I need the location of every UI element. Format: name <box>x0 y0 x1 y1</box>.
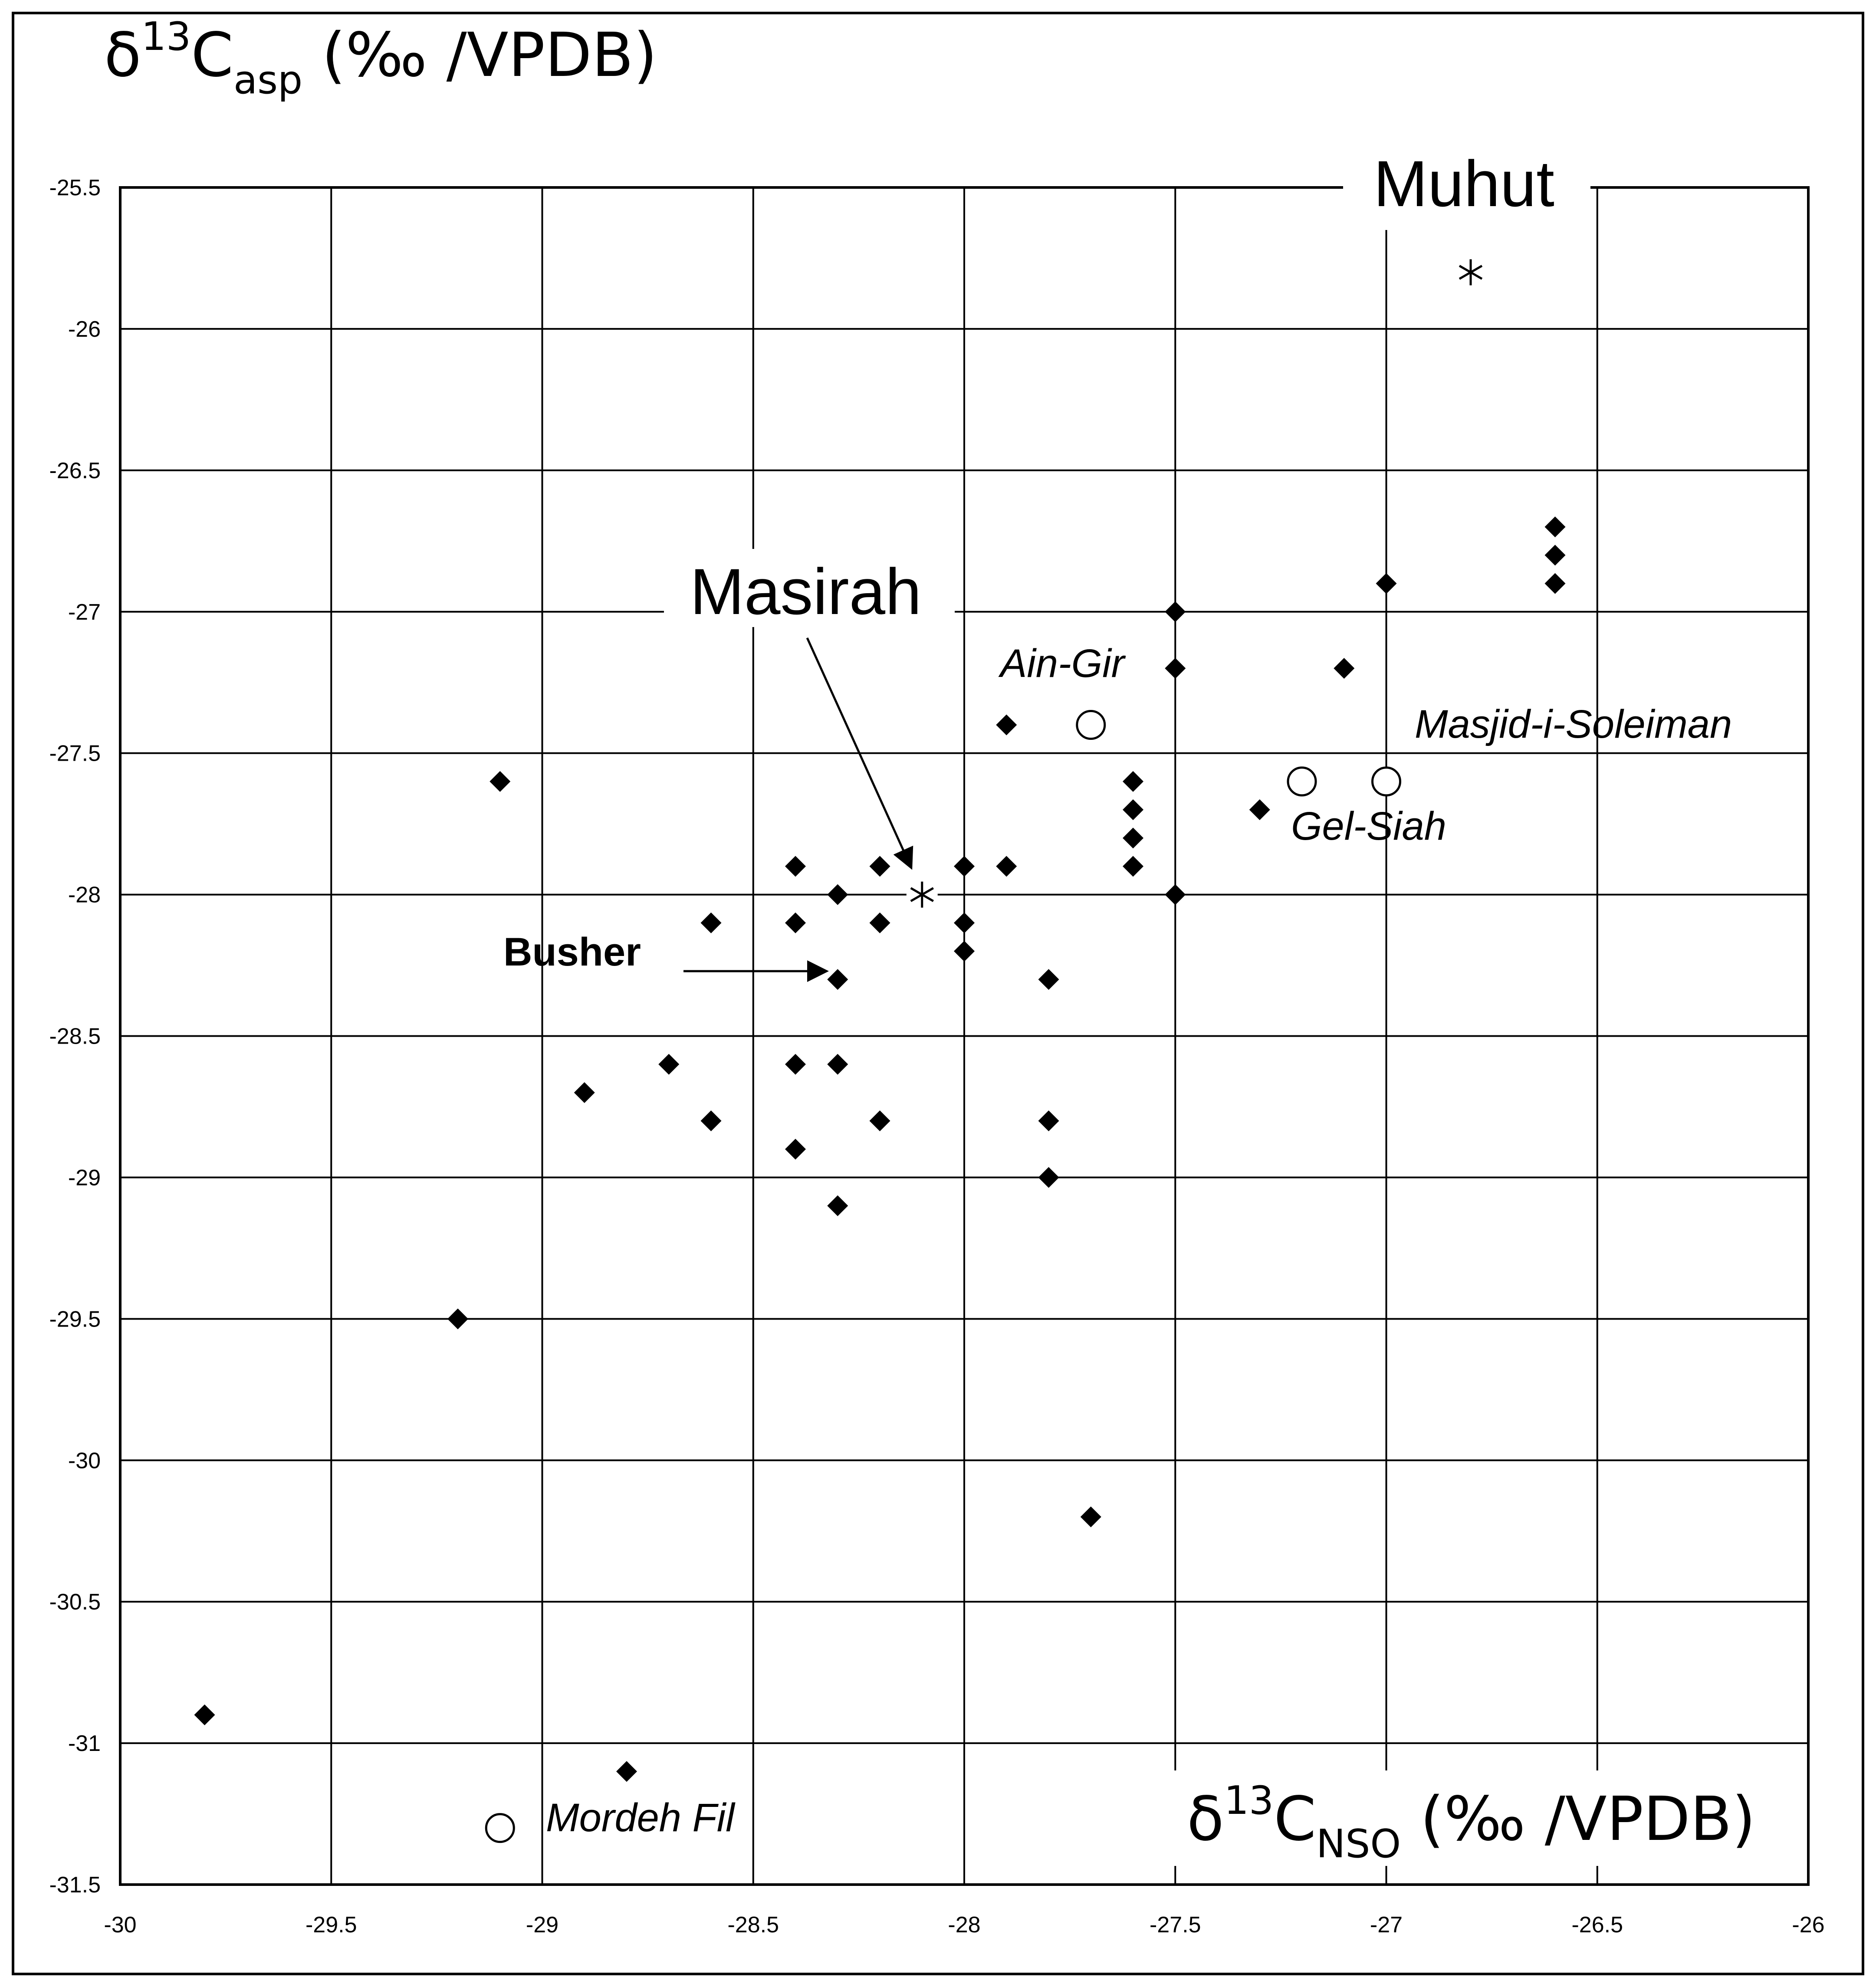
x-tick-label: -26.5 <box>1571 1912 1623 1938</box>
x-tick-label: -29.5 <box>306 1912 357 1938</box>
y-tick-label: -29 <box>68 1165 101 1190</box>
y-tick-label: -26 <box>68 317 101 342</box>
circle-point <box>1288 768 1316 795</box>
x-tick-label: -27 <box>1370 1912 1403 1938</box>
x-tick-label: -29 <box>526 1912 559 1938</box>
label-masirah: Masirah <box>690 555 922 628</box>
y-tick-label: -26.5 <box>49 458 101 483</box>
x-tick-label: -26 <box>1792 1912 1824 1938</box>
y-tick-label: -31 <box>68 1731 101 1756</box>
label-muhut: Muhut <box>1373 147 1554 220</box>
circle-point <box>486 1814 514 1842</box>
y-tick-label: -27 <box>68 600 101 625</box>
y-tick-label: -31.5 <box>49 1872 101 1898</box>
label-ain-gir: Ain-Gir <box>998 641 1126 686</box>
y-tick-label: -25.5 <box>49 175 101 200</box>
circle-point <box>1373 768 1400 795</box>
label-mordeh-fil: Mordeh Fil <box>546 1796 736 1840</box>
y-tick-label: -27.5 <box>49 741 101 766</box>
label-busher: Busher <box>503 930 641 974</box>
label-gel-siah: Gel-Siah <box>1291 804 1446 848</box>
asterisk-point <box>907 879 938 910</box>
x-tick-label: -28.5 <box>727 1912 779 1938</box>
y-tick-label: -30 <box>68 1448 101 1473</box>
y-tick-label: -29.5 <box>49 1307 101 1332</box>
y-tick-label: -28 <box>68 883 101 908</box>
asterisk-point <box>1455 257 1486 288</box>
x-tick-label: -27.5 <box>1150 1912 1201 1938</box>
x-tick-label: -30 <box>104 1912 136 1938</box>
y-tick-label: -30.5 <box>49 1590 101 1615</box>
x-tick-label: -28 <box>948 1912 980 1938</box>
figure-frame <box>13 13 1863 1974</box>
circle-point <box>1077 711 1105 739</box>
y-tick-label: -28.5 <box>49 1024 101 1049</box>
label-masjid-i-soleiman: Masjid-i-Soleiman <box>1415 702 1732 746</box>
